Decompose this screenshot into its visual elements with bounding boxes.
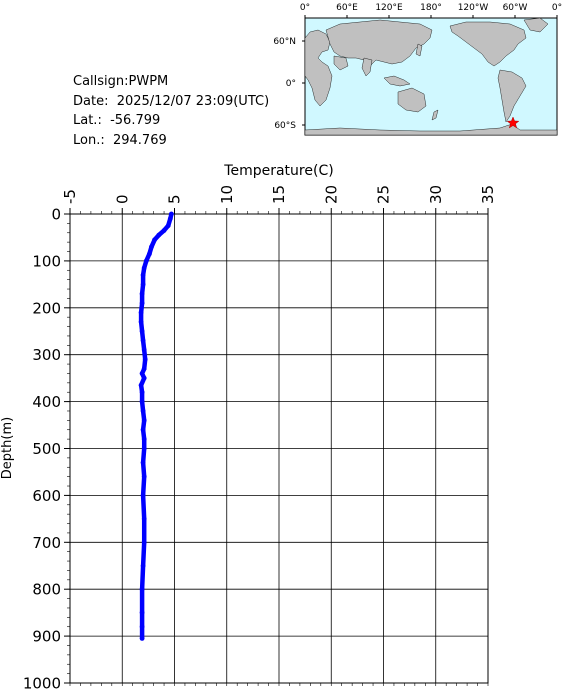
temperature-data-point [149,244,154,250]
map-lon-label: 60°E [336,3,358,13]
temperature-data-point [139,371,145,376]
temperature-data-point [138,319,144,325]
temperature-data-point [141,474,147,479]
land-indonesia [383,75,411,87]
temperature-data-point [140,427,146,433]
temperature-data-point [141,436,147,442]
y-axis-title: Depth(m) [0,417,15,479]
temperature-data-point [152,237,158,243]
temperature-data-point [156,232,162,238]
temperature-data-point [139,586,145,592]
y-tick-label: 100 [32,252,61,270]
station-info: Callsign:PWPM Date: 2025/12/07 23:09(UTC… [73,72,269,150]
y-tick-label: 600 [32,487,61,505]
y-tick-label: 900 [32,628,61,646]
map-lon-label: 120°E [375,3,403,13]
y-tick-label: 1000 [23,675,61,690]
y-tick-label: 500 [32,440,61,458]
temperature-data-point [141,446,147,451]
temperature-data-point [139,300,145,306]
map-lon-label: 120°W [458,3,489,13]
temperature-data-point [139,610,145,615]
y-tick-label: 0 [51,206,61,224]
latitude-text: Lat.: -56.799 [73,113,161,128]
longitude-text: Lon.: 294.769 [73,132,167,148]
temperature-data-point [143,258,149,264]
x-tick-label: 15 [270,185,288,204]
temperature-data-point [138,382,144,388]
land-asia [325,19,433,67]
temperature-data-point [140,282,146,287]
temperature-data-point [161,228,167,233]
temperature-data-point [138,310,144,315]
x-axis-title: Temperature(C) [223,163,333,179]
land-antarctica [304,123,558,136]
land-europe-africa [304,29,333,107]
x-tick-label: 35 [479,185,497,204]
temperature-data-point [165,223,171,229]
map-lon-label: 60°W [503,3,528,13]
temperature-data-point [141,418,147,423]
temperature-data-point [139,328,145,334]
temperature-data-point [140,272,146,278]
temperature-data-point [142,357,148,362]
map-lat-label: 60°N [273,37,296,47]
temperature-data-point [140,493,146,498]
y-tick-label: 300 [32,346,61,364]
x-tick-label: -5 [61,189,79,204]
x-tick-label: 20 [322,185,340,204]
temperature-data-point [139,291,145,297]
map-lon-label: 180° [420,3,442,13]
x-tick-label: 10 [218,185,236,204]
temperature-data-point [140,460,146,465]
x-tick-label: 25 [375,185,393,204]
temperature-data-point [139,399,145,404]
temperature-data-point [141,366,147,372]
y-tick-label: 400 [32,393,61,411]
star-icon [506,116,520,129]
land-greenland [523,17,549,33]
land-south-america [497,69,527,123]
temperature-data-point [139,389,145,395]
map-lon-label: 0° [552,3,562,13]
land-australia [397,87,427,113]
temperature-data-point [139,624,145,630]
map-lon-label: 0° [300,3,310,13]
temperature-data-point [141,375,147,381]
temperature-profile-line [138,211,174,641]
temperature-data-point [140,408,146,414]
y-tick-label: 800 [32,581,61,599]
temperature-data-point [140,338,146,343]
temperature-data-point [169,211,174,217]
date-text: Date: 2025/12/07 23:09(UTC) [73,93,270,109]
map-lat-label: 60°S [274,121,296,131]
map-lat-label: 0° [286,79,296,89]
y-tick-label: 700 [32,534,61,552]
land-japan [415,43,423,57]
land-new-zealand [431,109,439,121]
temperature-data-point [141,516,147,522]
temperature-data-point [167,216,173,222]
x-tick-label: 30 [427,185,445,204]
y-tick-label: 200 [32,299,61,317]
x-tick-label: 5 [166,194,184,204]
land-arabia [333,55,349,71]
callsign-text: Callsign:PWPM [73,74,169,89]
temperature-data-point [141,265,147,271]
temperature-data-point [141,347,147,353]
land-north-america [449,21,527,67]
temperature-data-point [147,251,152,257]
temperature-data-point [139,636,145,641]
x-tick-label: 0 [113,194,131,204]
land-india [361,57,373,77]
temperature-data-point [140,563,146,569]
temperature-data-point [141,539,147,545]
